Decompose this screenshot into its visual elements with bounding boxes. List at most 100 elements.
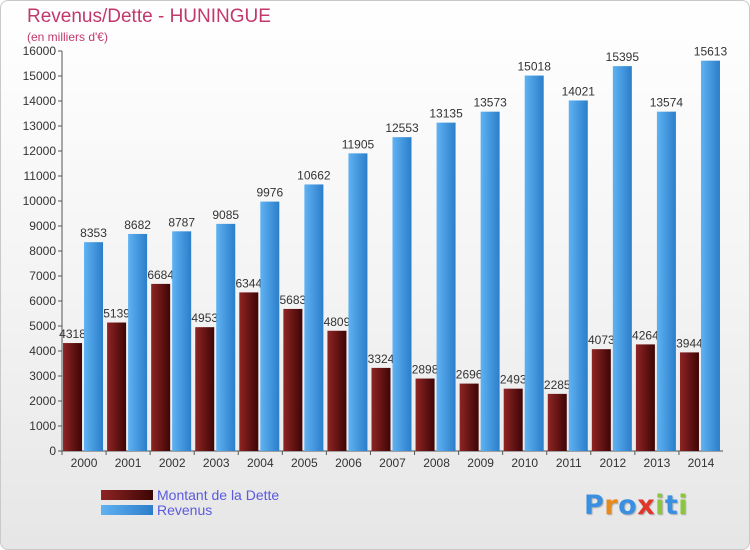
- y-tick-label: 7000: [29, 269, 56, 283]
- data-label-dette: 5683: [280, 293, 307, 307]
- x-tick-label: 2005: [291, 456, 318, 470]
- data-label-revenus: 9976: [256, 186, 283, 200]
- bar-revenus: [436, 122, 456, 451]
- data-label-revenus: 13573: [473, 96, 507, 110]
- bar-dette: [371, 367, 391, 451]
- data-label-dette: 3944: [676, 336, 703, 350]
- y-tick-label: 3000: [29, 369, 56, 383]
- legend-item-dette: Montant de la Dette: [101, 486, 280, 503]
- data-label-dette: 4953: [191, 311, 218, 325]
- legend-label-dette: Montant de la Dette: [157, 486, 280, 503]
- x-tick-label: 2013: [644, 456, 671, 470]
- data-label-dette: 4809: [324, 315, 351, 329]
- bar-revenus: [480, 111, 500, 452]
- bar-dette: [107, 322, 127, 451]
- logo-letter: x: [637, 490, 656, 521]
- y-tick-label: 5000: [29, 319, 56, 333]
- bar-dette: [635, 344, 655, 451]
- x-tick-label: 2003: [203, 456, 230, 470]
- y-tick-label: 4000: [29, 344, 56, 358]
- legend-item-revenus: Revenus: [101, 501, 279, 518]
- bar-dette: [503, 388, 523, 451]
- data-label-revenus: 10662: [297, 168, 331, 182]
- y-tick-label: 8000: [29, 244, 56, 258]
- data-label-dette: 2493: [500, 373, 527, 387]
- logo-letter: i: [655, 490, 665, 521]
- bar-revenus: [216, 223, 236, 451]
- data-label-dette: 4318: [59, 327, 86, 341]
- data-label-revenus: 13574: [650, 96, 684, 110]
- y-tick-label: 10000: [23, 194, 57, 208]
- y-tick-label: 1000: [29, 419, 56, 433]
- data-label-revenus: 12553: [385, 121, 419, 135]
- bar-revenus: [84, 242, 104, 451]
- data-label-dette: 3324: [368, 352, 395, 366]
- y-tick-label: 0: [49, 444, 56, 458]
- bar-revenus: [304, 184, 324, 451]
- data-label-dette: 2696: [456, 368, 483, 382]
- y-tick-label: 11000: [24, 169, 57, 183]
- logo-letter: o: [618, 490, 638, 521]
- data-label-dette: 2285: [544, 378, 571, 392]
- y-tick-label: 12000: [23, 144, 57, 158]
- data-label-revenus: 11905: [342, 137, 375, 151]
- x-tick-label: 2007: [379, 456, 406, 470]
- bar-dette: [63, 343, 83, 451]
- logo-letter: P: [584, 490, 605, 521]
- proxiti-logo: Proxiti: [584, 490, 688, 521]
- bar-dette: [195, 327, 215, 451]
- bar-revenus: [172, 231, 192, 451]
- legend-label-revenus: Revenus: [157, 501, 213, 518]
- legend-swatch-revenus: [101, 504, 153, 515]
- data-label-dette: 6684: [147, 268, 174, 282]
- data-label-revenus: 8787: [168, 215, 195, 229]
- bar-dette: [327, 330, 347, 451]
- bar-dette: [591, 349, 611, 451]
- bar-dette: [415, 378, 435, 451]
- bar-dette: [283, 308, 303, 451]
- x-tick-label: 2009: [467, 456, 494, 470]
- data-label-revenus: 15613: [694, 45, 728, 59]
- data-label-revenus: 9085: [212, 208, 239, 222]
- logo-letter: t: [664, 490, 679, 521]
- x-tick-label: 2001: [115, 456, 142, 470]
- data-label-revenus: 15395: [606, 50, 640, 64]
- bar-revenus: [700, 60, 720, 452]
- logo-letter: i: [678, 490, 689, 521]
- x-tick-label: 2004: [247, 456, 274, 470]
- bar-dette: [547, 393, 567, 451]
- bar-revenus: [656, 111, 676, 452]
- bar-dette: [151, 283, 171, 451]
- y-tick-label: 13000: [23, 119, 57, 133]
- data-label-dette: 4264: [632, 328, 659, 342]
- data-label-dette: 4073: [588, 333, 615, 347]
- logo-letter: r: [604, 490, 619, 521]
- bar-revenus: [392, 137, 412, 452]
- bar-revenus: [524, 75, 544, 452]
- x-tick-label: 2002: [159, 456, 186, 470]
- bar-revenus: [128, 233, 148, 451]
- y-tick-label: 16000: [23, 44, 57, 58]
- x-tick-label: 2010: [511, 456, 538, 470]
- bar-revenus: [568, 100, 588, 451]
- bar-revenus: [260, 201, 280, 451]
- x-tick-label: 2000: [71, 456, 98, 470]
- bar-revenus: [612, 66, 632, 451]
- x-tick-label: 2011: [556, 456, 582, 470]
- x-tick-label: 2012: [599, 456, 626, 470]
- legend-swatch-dette: [101, 489, 153, 500]
- bar-dette: [679, 352, 699, 451]
- data-label-revenus: 8353: [80, 226, 107, 240]
- bar-dette: [459, 383, 479, 451]
- x-tick-label: 2008: [423, 456, 450, 470]
- data-label-dette: 2898: [412, 363, 439, 377]
- bar-dette: [239, 292, 259, 451]
- x-tick-label: 2014: [688, 456, 715, 470]
- data-label-dette: 5139: [103, 307, 130, 321]
- data-label-revenus: 13135: [429, 107, 463, 121]
- y-tick-label: 15000: [23, 69, 57, 83]
- y-tick-label: 2000: [29, 394, 56, 408]
- chart-title: Revenus/Dette - HUNINGUE: [27, 6, 271, 27]
